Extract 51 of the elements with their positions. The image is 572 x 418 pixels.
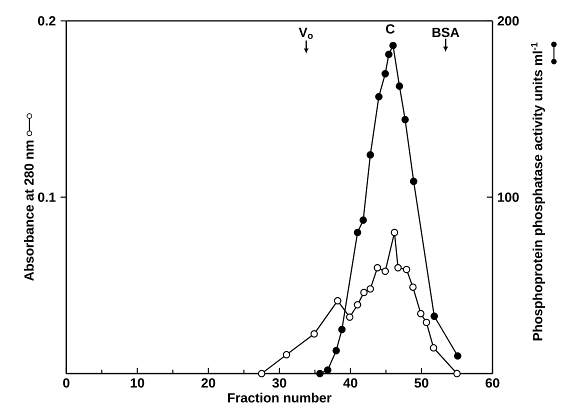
x-tick-label: 40 <box>343 378 358 388</box>
point <box>310 330 318 338</box>
annotation: V$_{o}$ <box>298 28 313 39</box>
x-tick-label: 10 <box>130 378 144 388</box>
point <box>374 264 382 272</box>
point <box>394 264 402 272</box>
y-axis-title: Absorbance at 280 nm <box>24 140 34 281</box>
point <box>385 50 392 58</box>
point <box>382 70 389 78</box>
x-tick-label: 30 <box>272 378 286 388</box>
point <box>316 370 324 378</box>
point <box>354 228 362 236</box>
point <box>402 266 410 274</box>
point <box>430 312 438 320</box>
point <box>409 283 417 291</box>
y2-tick-label: 200 <box>498 16 519 26</box>
x-tick-label: 60 <box>486 378 500 388</box>
point <box>375 92 383 100</box>
point <box>258 370 266 378</box>
point <box>332 346 340 354</box>
y-tick-label: 0.2 <box>38 16 56 26</box>
x-tick-label: 20 <box>201 378 216 388</box>
point <box>354 300 362 308</box>
point <box>346 313 354 321</box>
point <box>430 344 438 352</box>
annotation: BSA <box>432 28 460 37</box>
x-tick-label: 50 <box>414 378 428 388</box>
point <box>334 296 342 304</box>
x-tick-label: 0 <box>63 378 70 388</box>
x-axis-title: Fraction number <box>228 392 332 402</box>
point <box>390 228 398 236</box>
point <box>453 370 461 378</box>
point <box>360 216 367 224</box>
y2-tick-label: 100 <box>498 192 519 202</box>
point <box>282 350 290 358</box>
point <box>389 42 397 50</box>
point <box>422 318 430 326</box>
y2-axis-title: Phosphoprotein phosphatase activity units ml$^{-1}$ <box>531 42 545 340</box>
point <box>366 151 374 158</box>
point <box>401 116 409 124</box>
point <box>410 178 418 185</box>
point <box>338 326 346 334</box>
point <box>454 352 462 360</box>
point <box>396 82 404 90</box>
point <box>382 267 389 275</box>
y-tick-label: 0.1 <box>38 192 56 202</box>
point <box>360 288 368 296</box>
annotation: C <box>386 24 395 34</box>
point <box>417 310 424 318</box>
point <box>366 285 374 292</box>
point <box>324 366 332 374</box>
